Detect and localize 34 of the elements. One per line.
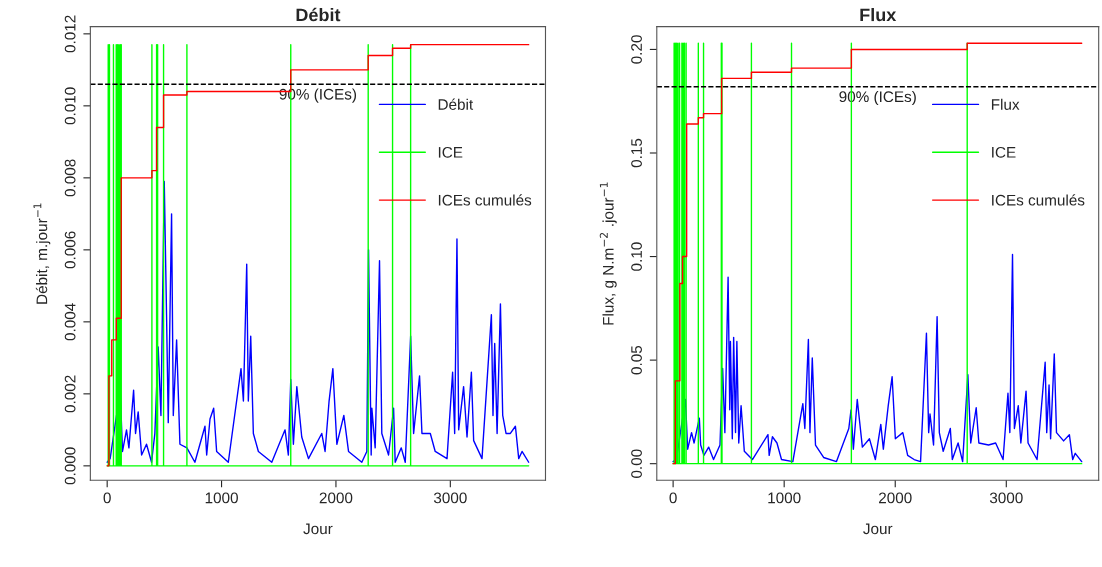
x-axis-title: Jour: [303, 523, 333, 535]
legend-label: ICEs cumulés: [438, 194, 532, 206]
legend-label: ICE: [438, 146, 463, 158]
y-tick-label: 0.008: [64, 159, 76, 197]
x-tick-label: 1000: [768, 492, 801, 504]
legend-label: ICEs cumulés: [992, 194, 1085, 206]
y-tick-label: 0.006: [64, 231, 76, 269]
legend-label: Débit: [438, 98, 474, 110]
x-axis-title: Jour: [863, 523, 893, 535]
chart-title: Flux: [860, 8, 897, 22]
x-tick-label: 2000: [879, 492, 912, 504]
x-tick-label: 0: [669, 492, 677, 504]
y-tick-label: 0.10: [631, 242, 642, 271]
y-tick-label: 0.20: [631, 35, 642, 64]
y-tick-label: 0.15: [631, 138, 642, 168]
line-series: [672, 253, 1083, 463]
legend-label: Flux: [991, 98, 1020, 110]
x-tick-label: 2000: [319, 492, 353, 504]
x-tick-label: 3000: [433, 492, 467, 504]
y-axis-title: Débit, m.jour$^{−1}$: [33, 203, 51, 304]
y-tick-label: 0.002: [64, 375, 76, 413]
y-axis-title: Flux, g N.m$^{−2}$ .jour$^{−1}$: [599, 182, 617, 325]
x-tick-label: 3000: [989, 492, 1023, 504]
y-tick-label: 0.012: [64, 15, 76, 53]
x-tick-label: 0: [103, 492, 111, 504]
line-series: [106, 180, 530, 463]
legend-label: ICE: [992, 146, 1016, 158]
x-tick-label: 1000: [205, 492, 238, 504]
chart-title: Débit: [296, 7, 341, 22]
y-tick-label: 0.00: [631, 449, 642, 478]
y-tick-label: 0.000: [64, 447, 76, 485]
y-tick-label: 0.010: [64, 87, 76, 125]
y-tick-label: 0.004: [64, 303, 76, 341]
y-tick-label: 0.05: [631, 345, 642, 375]
